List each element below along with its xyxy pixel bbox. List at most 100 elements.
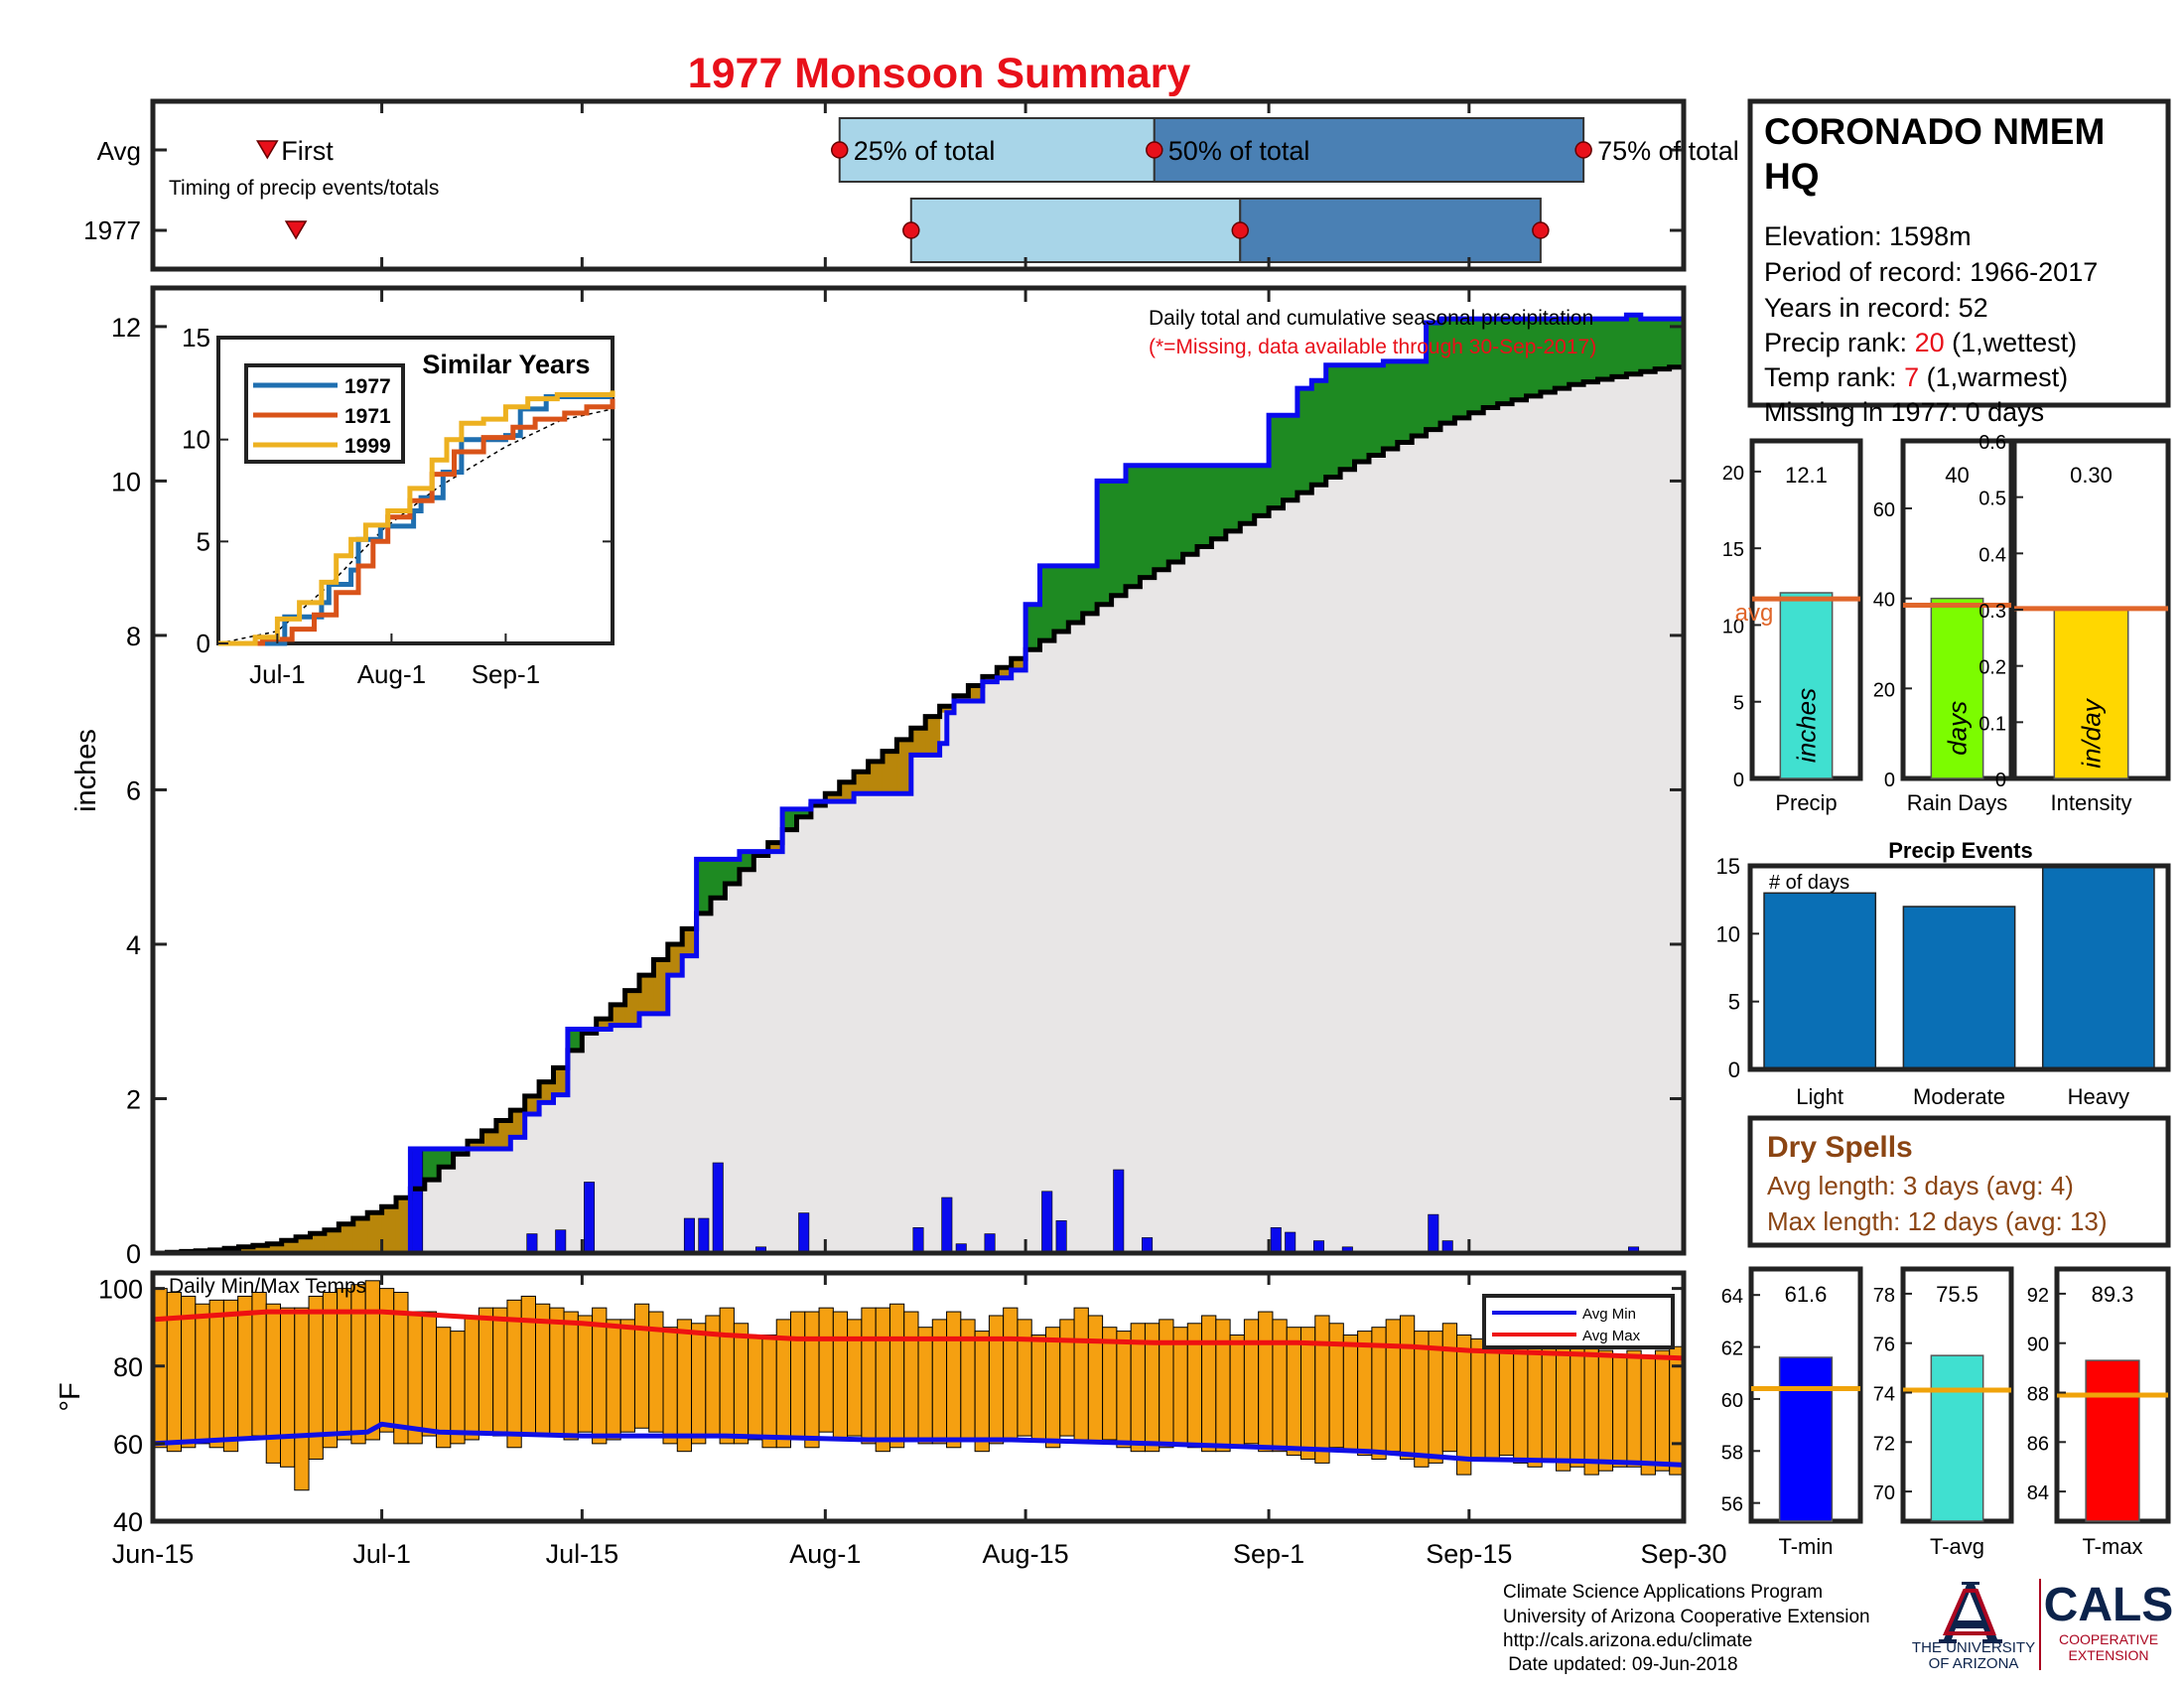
above-average-fill [1540,319,1556,392]
daily-temp-bar [1215,1319,1231,1453]
daily-temp-bar [421,1311,438,1437]
station-elevation: Elevation: 1598m [1764,221,1972,251]
daily-temp-bar [748,1335,763,1441]
inset-legend-label: 1971 [344,405,391,428]
above-average-fill [1397,360,1413,443]
summary-bar-precip [1779,592,1834,779]
timing-panel: Avg 1977 Timing of precip events/totals … [83,98,1739,272]
daily-temp-bar [1414,1331,1430,1468]
daily-precip-bar [1113,1169,1125,1254]
above-average-fill [1483,319,1499,408]
daily-temp-bar [1258,1311,1274,1453]
above-average-fill [1597,319,1613,380]
above-average-fill [1269,415,1285,508]
inset-y-tick-label: 0 [197,629,210,658]
inset-x-tick-label: Jul-1 [249,659,305,689]
daily-temp-bar [1640,1357,1656,1476]
timing-box-50-75 [1239,198,1542,263]
summary-y-tick-label: 15 [1722,539,1744,561]
above-average-fill [1140,465,1156,578]
above-average-fill [1097,481,1113,605]
events-category-label: Light [1796,1084,1843,1109]
daily-temp-bar [549,1307,565,1437]
daily-temp-bar [917,1327,933,1445]
daily-temp-bar [350,1284,366,1445]
daily-temp-bar [1003,1307,1019,1441]
summary-y-tick-label: 60 [1873,499,1895,521]
above-average-fill [1611,319,1627,377]
above-average-fill [1025,604,1041,650]
summary-y-tick-label: 0.4 [1979,544,2006,566]
above-average-fill [1053,565,1069,633]
summary-y-tick-label: 70 [1873,1482,1895,1504]
daily-temp-bar [818,1307,834,1433]
daily-temp-bar [1300,1327,1316,1460]
summary-y-tick-label: 58 [1721,1442,1743,1464]
ua-wordmark-line2: OF ARIZONA [1929,1655,2019,1672]
above-average-fill [1526,319,1542,396]
temp-y-tick-label: 100 [98,1275,143,1305]
timing-row-label-year: 1977 [83,215,141,245]
summary-y-tick-label: 76 [1873,1335,1895,1356]
daily-temp-bar [691,1323,707,1445]
daily-temp-bar [719,1307,735,1445]
main-y-axis-label: inches [70,729,102,812]
avg-max-line [152,1309,1685,1361]
below-average-fill [252,1245,268,1253]
daily-temp-bar [450,1331,466,1445]
summary-y-tick-label: 62 [1721,1338,1743,1360]
daily-temp-bar [195,1303,210,1445]
summary-panel-label: T-min [1779,1534,1834,1559]
temp-frame [150,1270,1687,1524]
timing-quantile-marker [1574,141,1592,159]
above-average-fill [1412,360,1428,437]
summary-y-tick-label: 0.6 [1979,432,2006,454]
inset-title: Similar Years [422,350,590,379]
below-average-fill [267,1243,283,1253]
x-tick-label: Jul-1 [352,1539,411,1569]
daily-temp-bar [861,1307,877,1445]
summary-y-tick-label: 0.5 [1979,489,2006,510]
temp-y-tick-label: 80 [113,1352,143,1382]
below-average-fill [854,772,870,794]
timing-first-last-marker [255,140,279,160]
dry-spells-max: Max length: 12 days (avg: 13) [1767,1206,2108,1236]
timing-first-last-marker [284,220,308,240]
above-average-fill [1468,319,1484,413]
below-average-fill [868,761,884,794]
above-average-fill [1354,364,1370,462]
daily-temp-bar [1583,1345,1599,1476]
logos: THE UNIVERSITY OF ARIZONA CALS COOPERATI… [1912,1579,2173,1672]
daily-temp-bar [790,1311,806,1441]
daily-precip-bar [1041,1191,1053,1254]
daily-temp-bar [633,1303,650,1429]
above-average-fill [1283,415,1298,500]
daily-precip-bar [1055,1220,1067,1254]
inset-y-tick-label: 15 [182,323,210,352]
daily-temp-bar [662,1327,678,1445]
above-average-fill [725,859,741,885]
daily-temp-bar [988,1315,1005,1445]
timing-quantile-marker [1231,221,1250,239]
x-tick-label: Jun-15 [112,1539,195,1569]
summary-bar-t-max [2085,1359,2140,1522]
above-average-fill [1082,565,1098,614]
below-average-fill [825,793,841,802]
daily-temp-bar [1357,1331,1373,1457]
summary-y-tick-label: 72 [1873,1433,1895,1455]
above-average-fill [439,1149,455,1168]
daily-temp-bar [676,1319,693,1453]
daily-temp-bar [888,1303,905,1449]
summary-y-tick-label: 64 [1721,1286,1743,1308]
summary-unit-label: inches [1792,688,1822,763]
summary-y-tick-label: 90 [2027,1335,2049,1356]
daily-precip-bar [712,1162,724,1254]
above-average-fill [1125,465,1141,587]
below-average-fill [882,751,897,794]
figure-title: 1977 Monsoon Summary [688,50,1191,97]
daily-temp-bar [1342,1335,1359,1453]
daily-temp-bar [563,1311,579,1441]
daily-temp-bar [1527,1341,1543,1468]
below-average-fill [381,1206,397,1253]
